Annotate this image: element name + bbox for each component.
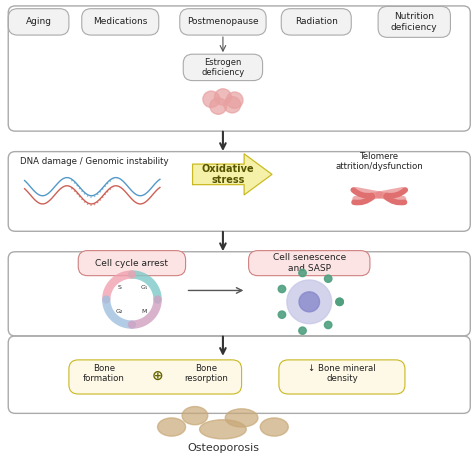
Text: Postmenopause: Postmenopause bbox=[187, 17, 259, 27]
FancyBboxPatch shape bbox=[281, 9, 351, 35]
FancyBboxPatch shape bbox=[69, 360, 242, 394]
Circle shape bbox=[224, 97, 241, 113]
Text: Cell cycle arrest: Cell cycle arrest bbox=[95, 259, 168, 267]
Circle shape bbox=[278, 285, 286, 293]
Circle shape bbox=[299, 269, 306, 277]
Ellipse shape bbox=[260, 418, 288, 436]
Circle shape bbox=[324, 322, 332, 328]
Text: Radiation: Radiation bbox=[295, 17, 337, 27]
Text: Telomere
attrition/dysfunction: Telomere attrition/dysfunction bbox=[336, 152, 423, 171]
Circle shape bbox=[215, 89, 231, 105]
Text: Osteoporosis: Osteoporosis bbox=[187, 443, 259, 453]
Ellipse shape bbox=[157, 418, 186, 436]
Circle shape bbox=[336, 298, 343, 305]
Circle shape bbox=[210, 98, 227, 114]
Circle shape bbox=[299, 292, 319, 312]
Text: Bone
resorption: Bone resorption bbox=[185, 364, 228, 383]
Ellipse shape bbox=[200, 420, 246, 439]
Text: Nutrition
deficiency: Nutrition deficiency bbox=[391, 12, 438, 32]
Circle shape bbox=[287, 280, 332, 324]
FancyBboxPatch shape bbox=[8, 9, 69, 35]
Circle shape bbox=[336, 298, 343, 305]
Text: G₁: G₁ bbox=[140, 285, 148, 290]
Text: S: S bbox=[118, 285, 122, 290]
FancyBboxPatch shape bbox=[279, 360, 405, 394]
Circle shape bbox=[299, 327, 306, 334]
Text: G₂: G₂ bbox=[116, 309, 123, 314]
Text: ↓ Bone mineral
density: ↓ Bone mineral density bbox=[308, 364, 376, 383]
FancyBboxPatch shape bbox=[82, 9, 159, 35]
Circle shape bbox=[203, 91, 219, 108]
Text: Aging: Aging bbox=[26, 17, 52, 27]
Ellipse shape bbox=[225, 409, 258, 427]
FancyBboxPatch shape bbox=[378, 6, 450, 38]
Circle shape bbox=[278, 311, 286, 318]
FancyBboxPatch shape bbox=[180, 9, 266, 35]
Text: DNA damage / Genomic instability: DNA damage / Genomic instability bbox=[20, 157, 169, 166]
Polygon shape bbox=[192, 154, 272, 195]
FancyBboxPatch shape bbox=[78, 251, 186, 276]
Text: Estrogen
deficiency: Estrogen deficiency bbox=[201, 58, 245, 77]
Text: Oxidative
stress: Oxidative stress bbox=[202, 164, 255, 185]
Text: ⊕: ⊕ bbox=[152, 369, 164, 382]
Text: Cell senescence
and SASP: Cell senescence and SASP bbox=[273, 253, 346, 273]
Text: M: M bbox=[141, 309, 147, 314]
Text: Medications: Medications bbox=[93, 17, 147, 27]
Circle shape bbox=[226, 92, 243, 109]
Ellipse shape bbox=[182, 407, 208, 425]
Text: Bone
formation: Bone formation bbox=[83, 364, 125, 383]
Circle shape bbox=[324, 275, 332, 282]
FancyBboxPatch shape bbox=[183, 54, 263, 81]
FancyBboxPatch shape bbox=[248, 251, 370, 276]
